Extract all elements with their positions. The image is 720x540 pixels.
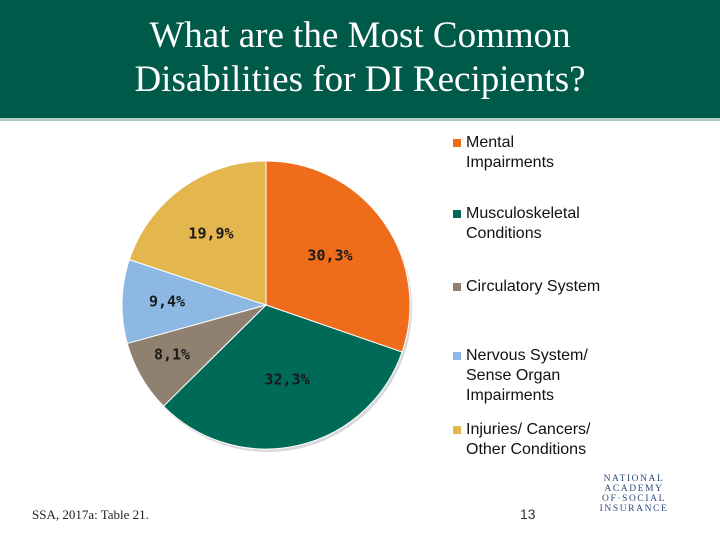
legend-swatch-1	[453, 210, 461, 218]
legend-label-0: Mental Impairments	[466, 133, 646, 173]
legend-label-4-line-1: Other Conditions	[466, 441, 587, 458]
slide-title: What are the Most Common Disabilities fo…	[0, 14, 720, 102]
legend-label-2-line-0: Circulatory System	[466, 278, 601, 295]
logo-line-1: NATIONAL	[603, 474, 665, 484]
pie-slice-0	[265, 160, 411, 353]
legend-label-3: Nervous System/Sense Organ Impairments	[466, 346, 646, 406]
slide-title-line-1: What are the Most Common	[149, 15, 571, 56]
pie-slice-3	[121, 259, 268, 345]
source-citation: SSA, 2017a: Table 21.	[32, 507, 149, 522]
data-label-4: 19,9%	[188, 225, 233, 243]
pie-slice-4	[128, 160, 267, 306]
legend-swatch-3	[453, 352, 461, 360]
legend-label-3-line-0: Nervous System/	[466, 347, 588, 364]
legend-label-3-line-2: Impairments	[466, 387, 555, 404]
logo-line-4: INSURANCE	[599, 504, 669, 514]
legend-label-0-line-1: Impairments	[466, 154, 555, 171]
pie-slice-1	[162, 304, 403, 450]
data-label-1: 32,3%	[264, 371, 309, 389]
data-label-3: 9,4%	[149, 293, 185, 311]
title-banner: What are the Most Common Disabilities fo…	[0, 0, 720, 118]
logo-line-2: ACADEMY	[604, 484, 664, 494]
legend-label-4: Injuries/ Cancers/Other Conditions	[466, 420, 646, 460]
legend-label-2: Circulatory System	[466, 277, 646, 297]
legend-label-1-line-0: Musculoskeletal	[466, 205, 580, 222]
legend-label-1: Musculoskeletal Conditions	[466, 204, 646, 244]
title-divider	[0, 118, 720, 121]
legend-swatch-4	[453, 426, 461, 434]
legend-label-0-line-0: Mental	[466, 134, 515, 151]
logo-line-3: OF·SOCIAL	[601, 494, 666, 504]
legend-swatch-2	[453, 283, 461, 291]
nasi-logo: NATIONAL ACADEMY OF·SOCIAL INSURANCE	[588, 474, 680, 530]
legend-label-3-line-1: Sense Organ	[466, 367, 561, 384]
slide-title-line-2: Disabilities for DI Recipients?	[134, 59, 586, 100]
legend-label-4-line-0: Injuries/ Cancers/	[466, 421, 591, 438]
data-label-2: 8,1%	[154, 346, 190, 364]
data-label-0: 30,3%	[307, 247, 352, 265]
legend-label-1-line-1: Conditions	[466, 225, 542, 242]
legend-swatch-0	[453, 139, 461, 147]
page-number: 13	[520, 506, 536, 522]
